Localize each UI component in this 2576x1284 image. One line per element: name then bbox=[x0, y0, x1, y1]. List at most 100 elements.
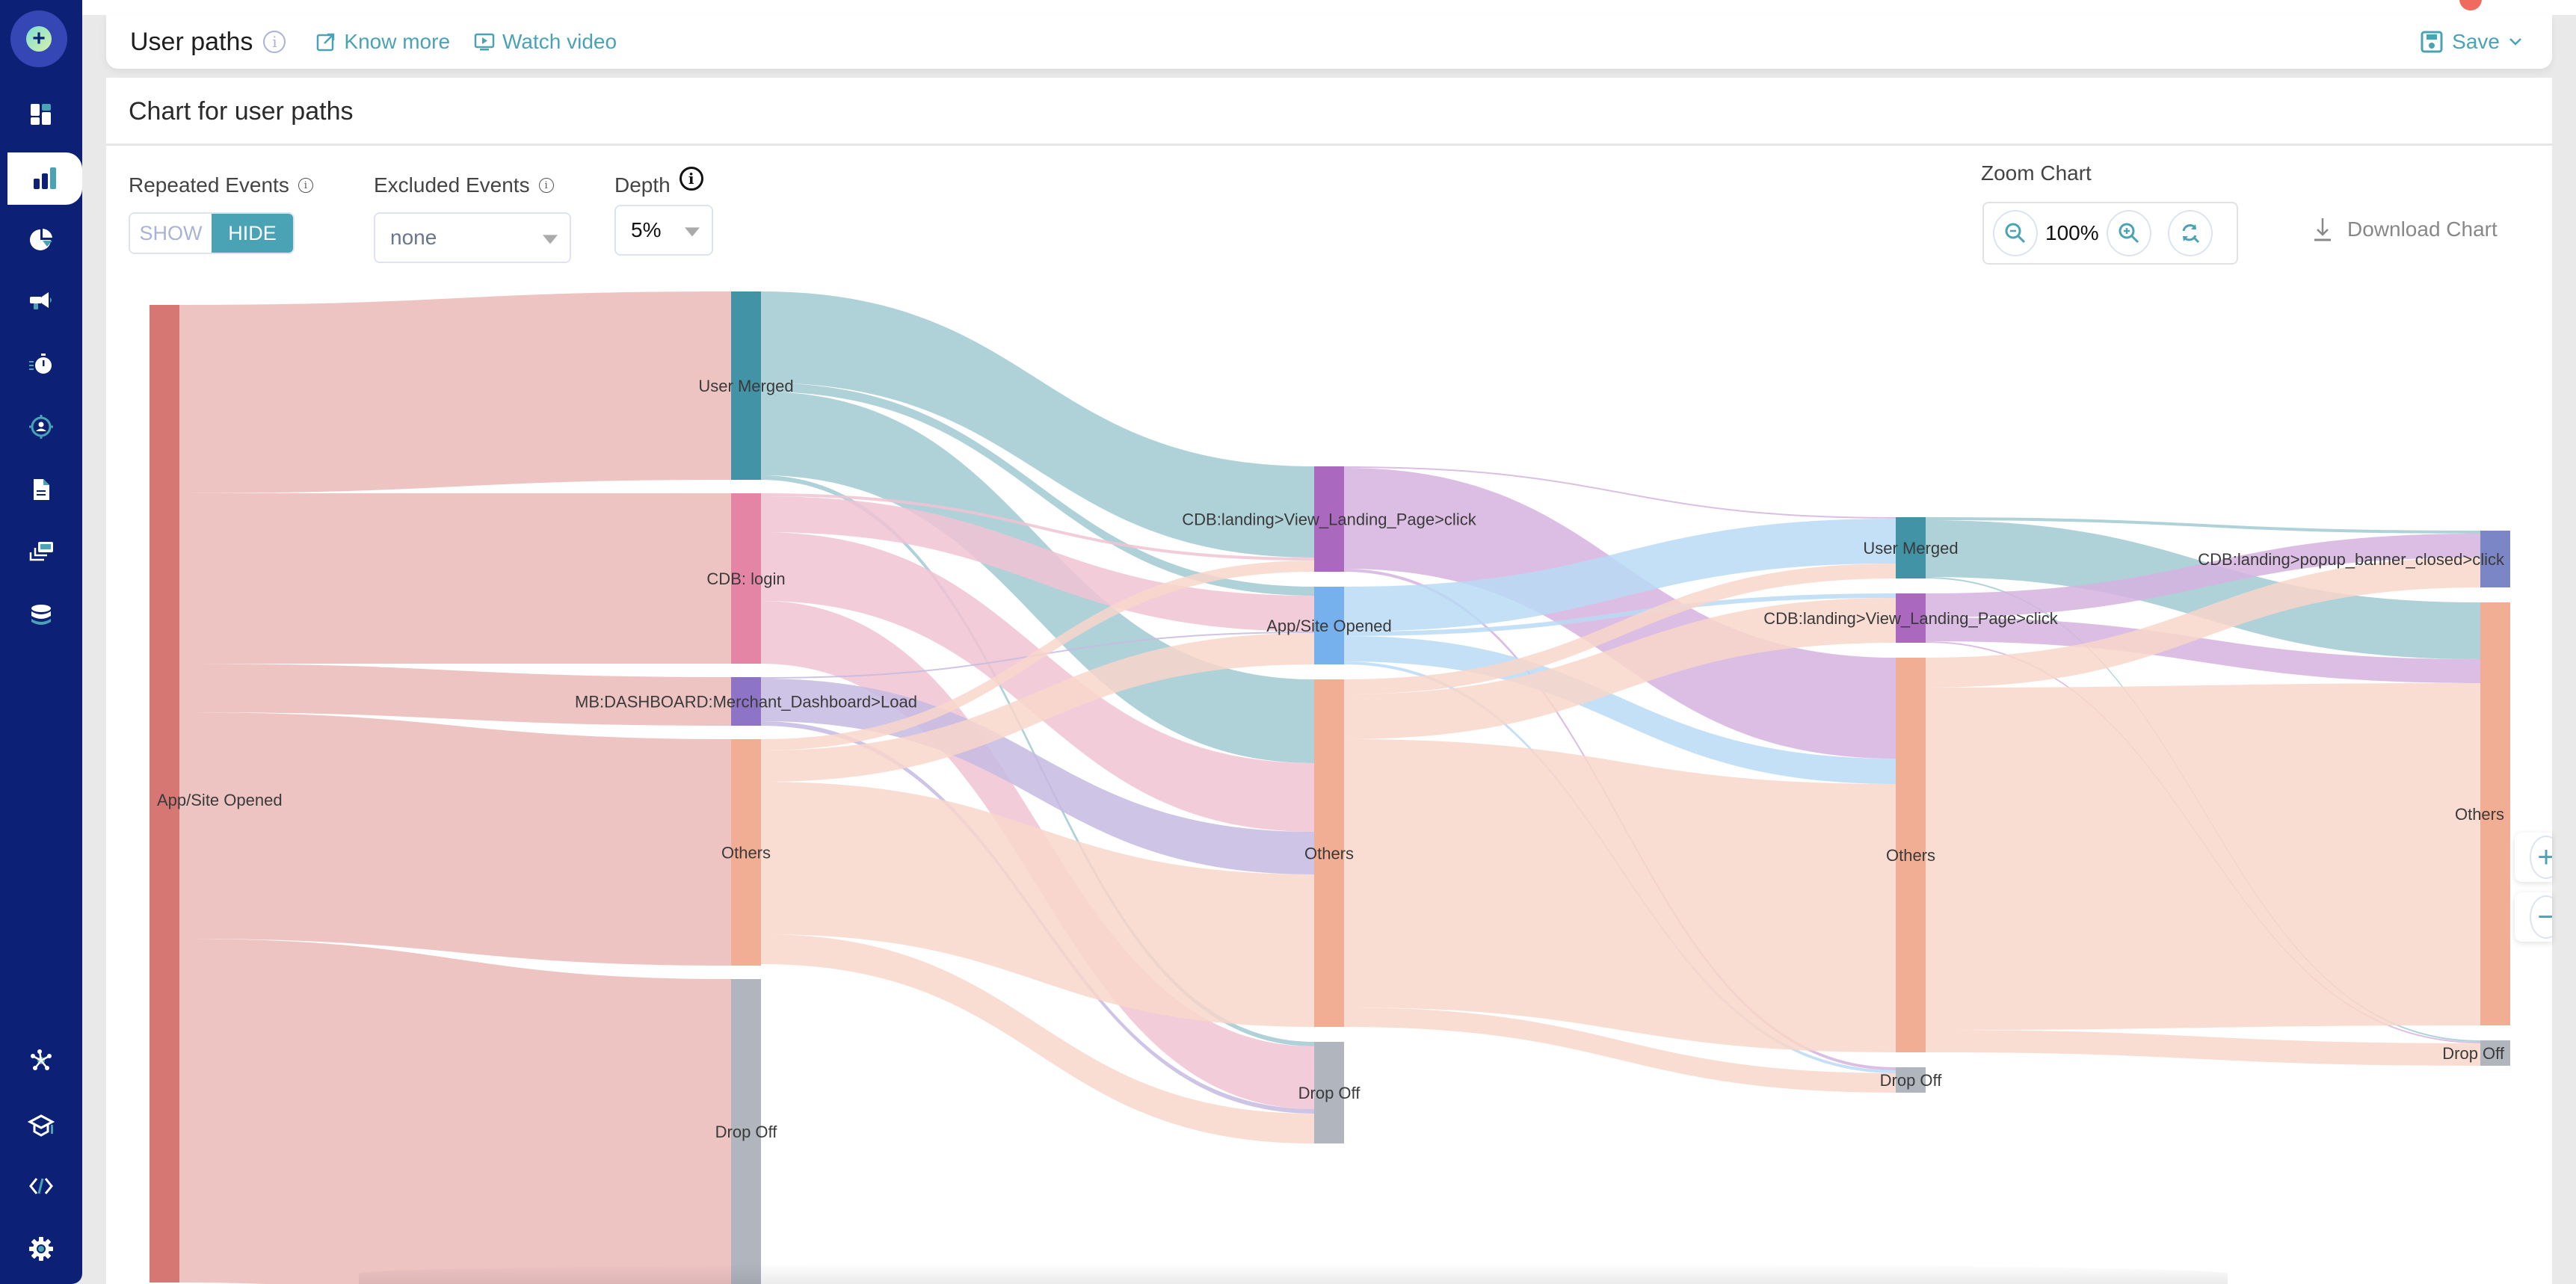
sankey-link-c3_um-to-c4_popup[interactable] bbox=[1926, 517, 2480, 534]
repeated-events-toggle: SHOW HIDE bbox=[129, 212, 295, 254]
zoom-in-float-button[interactable]: + bbox=[2515, 833, 2552, 882]
sankey-links bbox=[179, 291, 2480, 1284]
sankey-link-c2_oth-to-c3_um[interactable] bbox=[1344, 564, 1896, 694]
sankey-labels: App/Site Opened User Merged CDB: login MB:D… bbox=[157, 377, 2505, 1141]
sankey-link-c0_app-to-c1_login[interactable] bbox=[179, 493, 731, 664]
sidebar-item-journeys[interactable] bbox=[0, 338, 82, 390]
sankey-link-c3_oth-to-c4_popup[interactable] bbox=[1926, 558, 2480, 688]
sankey-link-c2_oth-to-c3_drop[interactable] bbox=[1344, 1007, 1896, 1093]
sidebar-item-create[interactable]: + bbox=[10, 10, 67, 67]
zoom-in-button[interactable] bbox=[2106, 210, 2151, 256]
user-target-icon bbox=[29, 415, 53, 439]
video-icon bbox=[474, 33, 495, 51]
info-icon[interactable]: i bbox=[263, 31, 286, 53]
sankey-node-c1_drop[interactable] bbox=[731, 979, 761, 1284]
sankey-node-c3_oth[interactable] bbox=[1896, 658, 1926, 1052]
sankey-link-c1_um-to-c2_view[interactable] bbox=[761, 291, 1314, 558]
zoom-chart-label: Zoom Chart bbox=[1981, 161, 2092, 185]
sankey-node-c1_um[interactable] bbox=[731, 291, 761, 480]
excluded-events-select[interactable]: none bbox=[374, 212, 571, 263]
sankey-node-c0_app[interactable] bbox=[150, 305, 179, 1283]
sankey-link-c2_oth-to-c3_oth[interactable] bbox=[1344, 739, 1896, 1052]
sankey-node-c2_oth[interactable] bbox=[1314, 679, 1344, 1027]
network-icon bbox=[31, 1049, 52, 1070]
sankey-label-c1_drop: Drop Off bbox=[715, 1123, 778, 1141]
sankey-link-c0_app-to-c1_um[interactable] bbox=[179, 291, 731, 493]
sankey-link-c1_oth-to-c2_app[interactable] bbox=[761, 633, 1314, 782]
info-icon[interactable]: i bbox=[298, 178, 313, 193]
sankey-link-c3_oth-to-c4_drop[interactable] bbox=[1926, 1030, 2480, 1066]
sankey-link-c0_app-to-c1_mb[interactable] bbox=[179, 664, 731, 726]
know-more-link[interactable]: Know more bbox=[315, 30, 450, 54]
sidebar-item-dashboards[interactable] bbox=[0, 88, 82, 141]
sankey-node-c4_drop[interactable] bbox=[2480, 1040, 2510, 1066]
sankey-link-c1_oth-to-c2_view[interactable] bbox=[761, 561, 1314, 750]
watch-video-link[interactable]: Watch video bbox=[474, 30, 617, 54]
sankey-node-c1_oth[interactable] bbox=[731, 739, 761, 966]
graduation-cap-icon bbox=[28, 1114, 55, 1137]
zoom-chart-text: Zoom Chart bbox=[1981, 161, 2092, 185]
page-header: User paths i Know more Watch video Save bbox=[106, 15, 2552, 69]
sankey-node-c3_view[interactable] bbox=[1896, 593, 1926, 643]
sankey-link-c1_login-to-c2_view[interactable] bbox=[761, 493, 1314, 561]
sankey-link-c1_login-to-c2_app[interactable] bbox=[761, 496, 1314, 632]
sidebar-item-segments[interactable] bbox=[0, 214, 82, 266]
sankey-label-c2_oth: Others bbox=[1304, 845, 1354, 863]
refresh-zoom-icon bbox=[2182, 224, 2199, 244]
sankey-node-c4_popup[interactable] bbox=[2480, 531, 2510, 587]
zoom-out-button[interactable] bbox=[1993, 210, 2038, 256]
sankey-label-c2_app: App/Site Opened bbox=[1266, 617, 1392, 635]
download-chart-button[interactable]: Download Chart bbox=[2313, 217, 2498, 242]
save-button[interactable]: Save bbox=[2421, 30, 2522, 54]
depth-text: Depth bbox=[614, 173, 671, 197]
sankey-link-c1_um-to-c2_app[interactable] bbox=[761, 383, 1314, 596]
sankey-link-c1_oth-to-c2_oth[interactable] bbox=[761, 782, 1314, 1027]
sidebar-item-data[interactable] bbox=[0, 589, 82, 641]
sankey-link-c3_view-to-c4_oth[interactable] bbox=[1926, 617, 2480, 683]
sankey-link-c3_oth-to-c4_oth[interactable] bbox=[1926, 683, 2480, 1030]
divider bbox=[106, 143, 2552, 146]
sankey-link-c1_oth-to-c2_drop[interactable] bbox=[761, 934, 1314, 1143]
sankey-node-c1_mb[interactable] bbox=[731, 677, 761, 726]
sankey-node-c2_drop[interactable] bbox=[1314, 1042, 1344, 1143]
sankey-link-c1_login-to-c2_oth[interactable] bbox=[761, 532, 1314, 832]
show-toggle-option[interactable]: SHOW bbox=[130, 214, 212, 253]
hide-toggle-option[interactable]: HIDE bbox=[212, 214, 293, 253]
sidebar-item-personalization[interactable] bbox=[0, 401, 82, 453]
sidebar-item-integrations[interactable] bbox=[0, 1034, 82, 1087]
sankey-link-c2_oth-to-c3_view[interactable] bbox=[1344, 598, 1896, 739]
watch-video-label: Watch video bbox=[502, 30, 617, 53]
stacked-cards-icon bbox=[29, 542, 53, 561]
sankey-node-c1_login[interactable] bbox=[731, 493, 761, 664]
sankey-link-c2_app-to-c3_view[interactable] bbox=[1344, 593, 1896, 636]
sankey-link-c2_view-to-c3_um[interactable] bbox=[1344, 466, 1896, 519]
sidebar-item-campaigns[interactable] bbox=[0, 275, 82, 327]
sidebar-item-templates[interactable] bbox=[0, 526, 82, 578]
notification-badge[interactable] bbox=[2459, 0, 2482, 10]
sidebar-item-reports[interactable] bbox=[0, 463, 82, 516]
scroll-shadow bbox=[359, 1263, 2228, 1284]
sankey-node-c2_view[interactable] bbox=[1314, 466, 1344, 572]
sidebar-item-developer[interactable] bbox=[0, 1160, 82, 1212]
zoom-controls: 100% bbox=[1982, 202, 2238, 265]
sidebar-item-academy[interactable] bbox=[0, 1099, 82, 1151]
top-bar bbox=[82, 0, 2576, 15]
sidebar-item-settings[interactable] bbox=[0, 1223, 82, 1275]
sankey-node-c4_oth[interactable] bbox=[2480, 602, 2510, 1025]
sankey-node-c3_drop[interactable] bbox=[1896, 1067, 1926, 1093]
info-icon[interactable]: i bbox=[679, 167, 703, 191]
sankey-link-c0_app-to-c1_drop[interactable] bbox=[179, 939, 731, 1284]
zoom-out-float-button[interactable]: − bbox=[2515, 892, 2552, 942]
info-icon[interactable]: i bbox=[538, 178, 554, 193]
sankey-link-c0_app-to-c1_oth[interactable] bbox=[179, 712, 731, 966]
sankey-node-c2_app[interactable] bbox=[1314, 587, 1344, 664]
gear-icon bbox=[29, 1237, 53, 1261]
chevron-down-icon bbox=[2509, 38, 2521, 46]
sankey-node-c3_um[interactable] bbox=[1896, 517, 1926, 578]
zoom-reset-button[interactable] bbox=[2167, 210, 2213, 256]
depth-select[interactable]: 5% bbox=[614, 205, 713, 256]
sankey-link-c3_view-to-c4_popup[interactable] bbox=[1926, 534, 2480, 617]
sidebar-item-analytics[interactable] bbox=[7, 152, 82, 205]
sankey-link-c2_app-to-c3_um[interactable] bbox=[1344, 519, 1896, 632]
sankey-link-c3_um-to-c4_oth[interactable] bbox=[1926, 520, 2480, 659]
